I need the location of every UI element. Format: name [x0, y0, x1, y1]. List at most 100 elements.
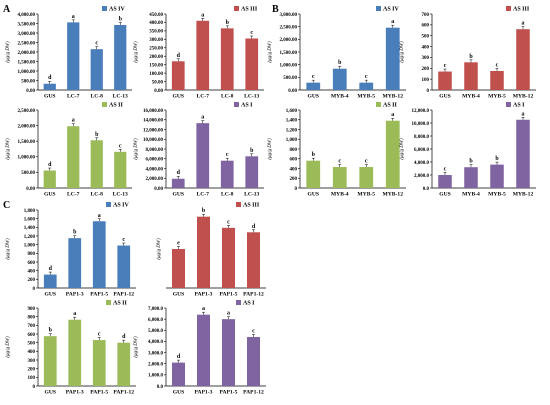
significance-letter: a [522, 21, 525, 27]
legend-label: AS III [243, 203, 260, 209]
bar [306, 160, 321, 188]
bar [385, 120, 400, 188]
y-axis-label: (μg/g DW) [157, 238, 162, 260]
x-tick-label: PAP1-12 [113, 390, 134, 396]
significance-letter: a [522, 111, 525, 117]
y-tick-label: 4,000.00 [146, 167, 164, 172]
y-axis-label: (μg/g DW) [400, 41, 405, 63]
y-axis-label: (μg/g DW) [6, 41, 11, 63]
x-tick-label: LC-8 [221, 94, 234, 100]
x-tick-label: PAP1-5 [90, 390, 108, 396]
y-tick-label: 8,000.0 [414, 135, 430, 140]
bar [117, 245, 131, 288]
significance-letter: d [252, 224, 256, 230]
y-axis-label: (μg/g DW) [6, 138, 11, 160]
x-tick-label: LC-13 [244, 94, 259, 100]
y-tick-label: 150.00 [149, 63, 163, 68]
legend-label: AS IV [383, 7, 400, 13]
y-tick-label: 200 [422, 67, 430, 72]
y-tick-label: 400 [28, 350, 36, 355]
y-tick-label: 900 [28, 307, 36, 312]
bar [67, 22, 80, 90]
y-tick-label: 3,000.00 [18, 32, 36, 37]
x-tick-label: LC-13 [113, 94, 128, 100]
y-tick-label: 1,200 [24, 235, 36, 240]
significance-letter: a [72, 118, 75, 124]
y-tick-label: 1,000.0 [148, 374, 164, 379]
significance-letter: c [496, 63, 499, 69]
bar [171, 61, 185, 90]
y-tick-label: 10,000.00 [143, 138, 164, 143]
x-tick-label: LC-8 [91, 192, 104, 198]
y-tick-label: 500.00 [21, 171, 35, 176]
bar [68, 238, 82, 288]
y-axis-label: (μg/g DW) [134, 41, 139, 63]
x-tick-label: PAP1-3 [66, 390, 84, 396]
y-tick-label: 12,000.0 [412, 109, 430, 114]
significance-letter: c [365, 159, 368, 165]
x-tick-label: GUS [439, 94, 451, 100]
x-tick-label: LC-7 [67, 94, 80, 100]
y-tick-label: 1,200 [286, 128, 298, 133]
y-tick-label: 0 [295, 187, 298, 192]
significance-letter: c [119, 143, 122, 149]
significance-letter: c [250, 30, 253, 36]
x-tick-label: GUS [44, 390, 56, 396]
y-tick-label: 800 [28, 252, 36, 257]
x-tick-label: MYB-12 [382, 94, 403, 100]
bar [43, 336, 57, 386]
y-tick-label: 3,000.00 [280, 13, 298, 18]
bar [90, 140, 103, 188]
bar [464, 167, 478, 188]
significance-letter: c [252, 328, 255, 334]
y-tick-label: 50.00 [152, 80, 164, 85]
y-tick-label: 1,600 [24, 217, 36, 222]
y-axis-label: (μg/g DW) [134, 138, 139, 160]
legend-label: AS II [383, 103, 398, 109]
y-tick-label: 6,000.00 [146, 158, 164, 163]
x-tick-label: LC-7 [197, 192, 210, 198]
bar [68, 319, 82, 386]
legend-swatch [376, 102, 381, 107]
significance-letter: a [391, 112, 394, 118]
y-tick-label: 14,000.00 [143, 119, 164, 124]
x-tick-label: MYB-5 [488, 94, 506, 100]
bar [359, 167, 374, 188]
bar [359, 82, 374, 90]
significance-letter: b [95, 132, 99, 138]
y-axis-label: (μg/g DW) [268, 138, 273, 160]
significance-letter: c [226, 152, 229, 158]
significance-letter: a [227, 311, 230, 317]
significance-letter: a [202, 306, 205, 312]
chart-5: 0.00 500.00 1,000.00 1,500.00 2,000.00 2,500.… [6, 102, 132, 198]
bar [385, 27, 400, 90]
x-tick-label: GUS [44, 94, 56, 100]
bar [245, 156, 259, 188]
bar [222, 319, 235, 386]
x-tick-label: PAP1-5 [220, 390, 238, 396]
y-tick-label: 600 [422, 24, 430, 29]
x-tick-label: MYB-4 [331, 94, 349, 100]
legend-label: AS I [241, 103, 253, 109]
y-tick-label: 200 [290, 177, 298, 182]
significance-letter: c [95, 41, 98, 47]
chart-7: 0 200 400 600 800 1,000 1,200 1,400 1,600 (μg/g D… [268, 102, 406, 198]
panel-letter-B: B [272, 4, 279, 15]
x-tick-label: GUS [307, 192, 319, 198]
significance-letter: d [48, 162, 52, 168]
y-tick-label: 400 [422, 45, 430, 50]
y-tick-label: 1,000.00 [280, 63, 298, 68]
y-tick-label: 16,000.00 [143, 109, 164, 114]
significance-letter: b [226, 20, 230, 26]
y-tick-label: 300 [28, 359, 36, 364]
x-tick-label: LC-7 [197, 94, 210, 100]
panel-letter-A: A [3, 4, 11, 15]
y-tick-label: 1,800 [24, 209, 36, 214]
y-tick-label: 350.00 [149, 30, 163, 35]
y-tick-label: 0.0 [423, 187, 430, 192]
y-tick-label: 2,000.0 [414, 174, 430, 179]
x-tick-label: MYB-5 [488, 192, 506, 198]
bar [438, 175, 452, 188]
y-tick-label: 3,500.00 [18, 22, 36, 27]
bar [114, 25, 127, 90]
